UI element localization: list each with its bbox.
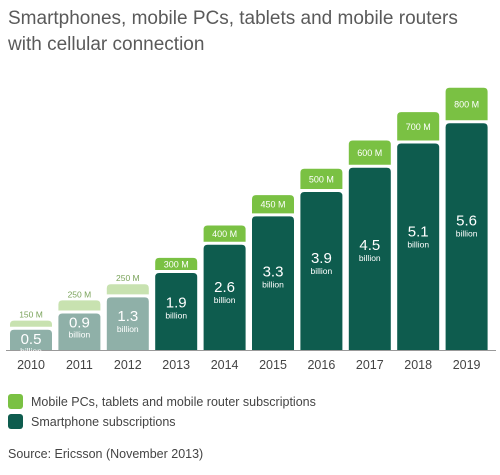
bar-mobile-2018 [397, 112, 440, 141]
bar-mobile-2014 [203, 225, 246, 242]
data-label-mobile-2011: 250 M [68, 289, 92, 299]
data-label-smartphone-2015: 3.3 [263, 263, 284, 280]
data-label-smartphone-2019: 5.6 [456, 212, 477, 229]
data-label-mobile-2019: 800 M [454, 100, 479, 110]
x-tick-label-2014: 2014 [211, 358, 239, 372]
data-label-mobile-2018: 700 M [406, 122, 431, 132]
bar-smartphone-2018 [397, 143, 440, 350]
bar-smartphone-2017 [348, 167, 391, 350]
x-tick-label-2017: 2017 [356, 358, 384, 372]
source-note: Source: Ericsson (November 2013) [8, 447, 204, 461]
chart-title: Smartphones, mobile PCs, tablets and mob… [8, 8, 458, 55]
legend-label-mobile: Mobile PCs, tablets and mobile router su… [31, 394, 316, 409]
x-tick-label-2011: 2011 [66, 358, 93, 372]
bar-mobile-2012 [106, 284, 149, 295]
legend-item-smartphone: Smartphone subscriptions [8, 414, 176, 429]
bar-smartphone-2011 [58, 313, 101, 350]
data-label-mobile-2015: 450 M [260, 200, 285, 210]
legend-item-mobile: Mobile PCs, tablets and mobile router su… [8, 394, 316, 409]
bar-mobile-2017 [348, 140, 391, 165]
data-label-mobile-2014: 400 M [212, 229, 237, 239]
bar-mobile-2010 [10, 320, 52, 327]
bar-smartphone-2016 [300, 192, 343, 350]
bar-smartphone-2015 [252, 216, 294, 350]
bar-mobile-2016 [300, 168, 343, 190]
data-label-mobile-2017: 600 M [357, 148, 382, 158]
data-unit-smartphone-2014: billion [214, 295, 236, 305]
data-label-mobile-2010: 150 M [19, 310, 43, 320]
data-unit-smartphone-2018: billion [407, 239, 429, 249]
bar-smartphone-2010 [10, 329, 52, 350]
data-unit-smartphone-2010: billion [20, 346, 42, 356]
bar-mobile-2013 [155, 257, 198, 271]
data-label-smartphone-2012: 1.3 [117, 308, 138, 325]
x-tick-label-2013: 2013 [162, 358, 190, 372]
x-tick-label-2012: 2012 [114, 358, 142, 372]
legend-swatch-mobile [8, 394, 23, 409]
data-label-mobile-2012: 250 M [116, 273, 140, 283]
data-unit-smartphone-2016: billion [311, 266, 333, 276]
legend-label-smartphone: Smartphone subscriptions [31, 414, 176, 429]
legend-swatch-smartphone [8, 414, 23, 429]
bar-mobile-2015 [252, 195, 294, 214]
x-tick-label-2010: 2010 [17, 358, 45, 372]
data-unit-smartphone-2012: billion [117, 324, 139, 334]
bar-mobile-2019 [445, 87, 488, 121]
data-label-mobile-2013: 300 M [164, 259, 189, 269]
data-unit-smartphone-2011: billion [69, 330, 91, 340]
data-label-mobile-2016: 500 M [309, 174, 334, 184]
data-label-smartphone-2011: 0.9 [69, 315, 90, 332]
data-unit-smartphone-2013: billion [165, 311, 187, 321]
bar-smartphone-2014 [203, 244, 246, 350]
data-label-smartphone-2016: 3.9 [311, 250, 332, 267]
x-tick-label-2019: 2019 [453, 358, 481, 372]
data-label-smartphone-2013: 1.9 [166, 295, 187, 312]
bar-mobile-2011 [58, 300, 101, 311]
data-unit-smartphone-2017: billion [359, 253, 381, 263]
bar-smartphone-2019 [445, 123, 488, 350]
x-tick-label-2016: 2016 [307, 358, 335, 372]
data-unit-smartphone-2015: billion [262, 279, 284, 289]
data-label-smartphone-2014: 2.6 [214, 279, 235, 296]
bar-smartphone-2013 [155, 273, 198, 350]
x-tick-label-2018: 2018 [404, 358, 432, 372]
data-label-smartphone-2010: 0.5 [21, 331, 42, 348]
data-label-smartphone-2017: 4.5 [359, 237, 380, 254]
x-tick-label-2015: 2015 [259, 358, 287, 372]
data-label-smartphone-2018: 5.1 [408, 223, 429, 240]
data-unit-smartphone-2019: billion [456, 228, 478, 238]
bar-smartphone-2012 [106, 297, 149, 350]
